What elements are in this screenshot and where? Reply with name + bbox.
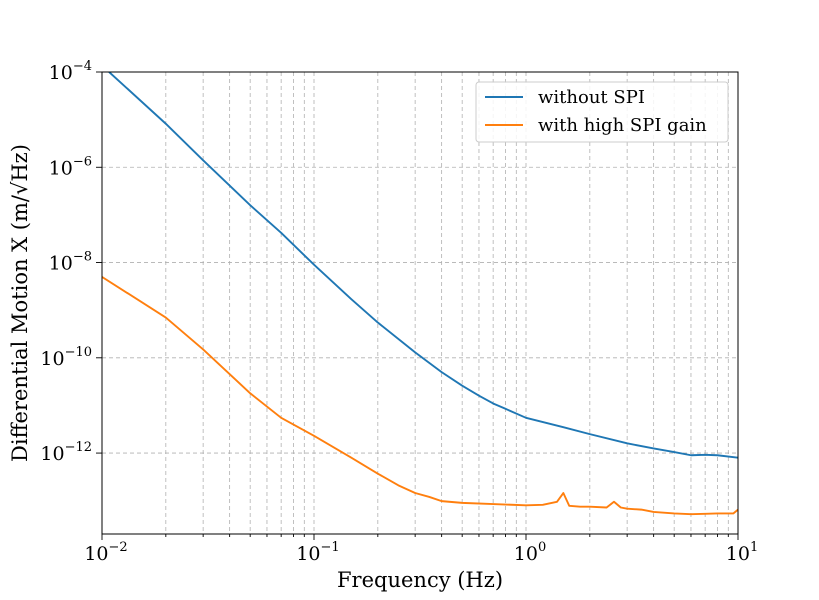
legend: without SPI with high SPI gain [475,81,729,143]
y-axis-label: Differential Motion X (m/√Hz) [8,144,32,462]
legend-label-without-spi: without SPI [538,87,645,108]
y-tick-label: 10−4 [49,59,92,84]
series-line-without-spi [108,72,738,459]
plot-frame [101,71,739,535]
y-tick-label: 10−8 [49,250,92,275]
x-tick-label: 10−2 [84,540,127,565]
y-tick-label: 10−12 [40,440,92,465]
grid [101,71,739,534]
x-tick-label: 10−1 [296,540,339,565]
series-layer [102,72,738,516]
series-line-with-high-spi-gain [102,276,738,516]
y-tick-label: 10−6 [49,154,92,179]
x-axis-label: Frequency (Hz) [337,568,503,592]
x-tick-label: 101 [726,540,758,565]
legend-label-with-high-spi-gain: with high SPI gain [538,115,707,136]
ticks: 10−2 10−1 100 101 10−4 10−6 10−8 10−10 10−12 [40,59,758,565]
x-tick-label: 100 [514,540,546,565]
y-tick-label: 10−10 [40,345,92,370]
legend-box [475,81,729,143]
